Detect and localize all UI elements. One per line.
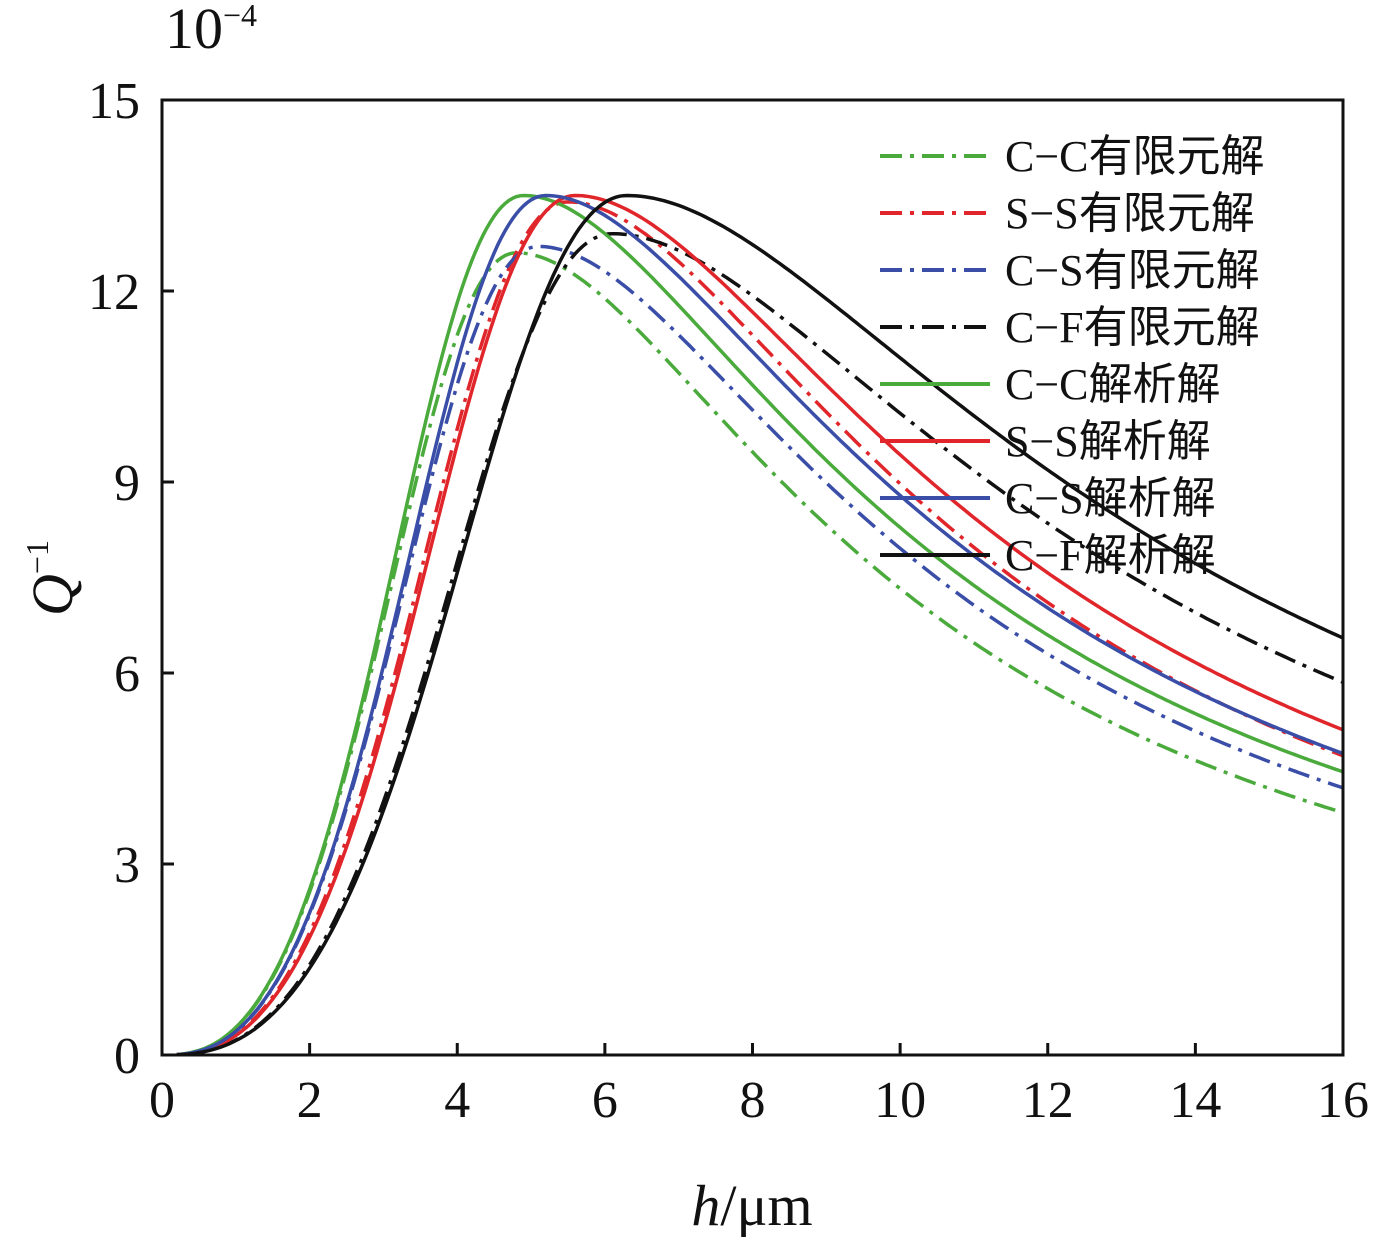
- exponent-label: 10−4: [165, 0, 257, 61]
- series-line-1: [176, 200, 1344, 1057]
- x-tick-label: 4: [444, 1072, 470, 1129]
- legend-label: C−F有限元解: [1005, 303, 1260, 352]
- series-line-7: [176, 193, 1344, 1057]
- y-tick-label: 6: [114, 646, 140, 703]
- y-tick-label: 3: [114, 837, 140, 894]
- y-tick-label: 15: [88, 73, 140, 130]
- y-tick-label: 9: [114, 455, 140, 512]
- x-tick-label: 14: [1169, 1072, 1221, 1129]
- x-tick-label: 8: [740, 1072, 766, 1129]
- legend: C−C有限元解 S−S有限元解 C−S有限元解 C−F有限元解 C−C解析解 S−S解析解…: [880, 132, 1265, 580]
- x-tick-label: 6: [592, 1072, 618, 1129]
- legend-label: S−S有限元解: [1005, 189, 1255, 238]
- x-axis-label: h/μm: [691, 1173, 812, 1237]
- series-line-6: [176, 193, 1344, 1057]
- x-tick-label: 0: [149, 1072, 175, 1129]
- y-tick-label: 0: [114, 1028, 140, 1085]
- legend-label: C−F解析解: [1005, 531, 1216, 580]
- legend-label: S−S解析解: [1005, 417, 1211, 466]
- legend-label: C−C解析解: [1005, 360, 1221, 409]
- legend-label: C−S有限元解: [1005, 246, 1260, 295]
- y-axis: 0 3 6 9 12 15: [88, 73, 174, 1085]
- x-tick-label: 2: [297, 1072, 323, 1129]
- series-line-0: [176, 251, 1344, 1057]
- x-tick-label: 12: [1022, 1072, 1074, 1129]
- series-line-4: [176, 193, 1344, 1057]
- legend-label: C−C有限元解: [1005, 132, 1265, 181]
- series-line-5: [176, 193, 1344, 1057]
- x-axis: 0 2 4 6 8 10 12 14 16: [149, 1043, 1369, 1129]
- y-tick-label: 12: [88, 264, 140, 321]
- series-line-3: [176, 231, 1344, 1057]
- series-curves: [176, 193, 1344, 1057]
- y-axis-label: Q−1: [19, 540, 85, 616]
- legend-label: C−S解析解: [1005, 474, 1216, 523]
- x-tick-label: 10: [874, 1072, 926, 1129]
- x-tick-label: 16: [1317, 1072, 1369, 1129]
